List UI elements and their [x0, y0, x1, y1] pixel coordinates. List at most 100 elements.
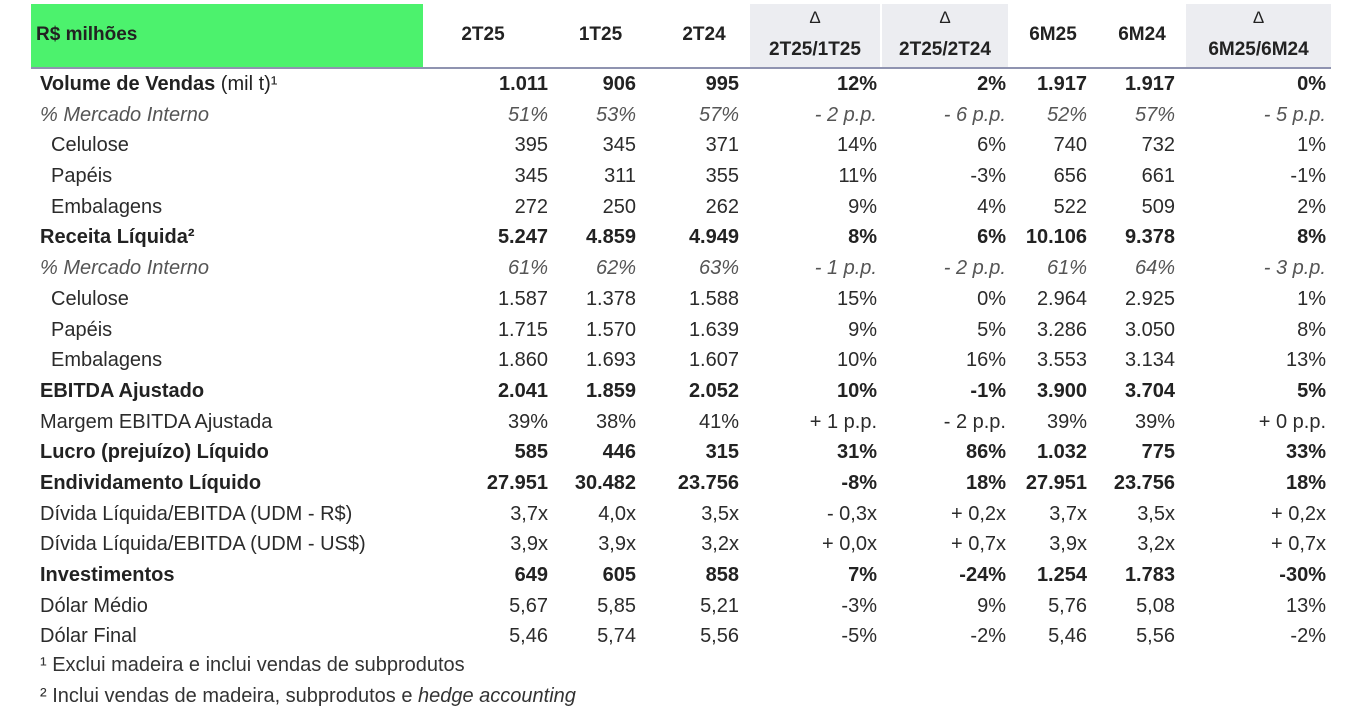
footnote-2-text: ² Inclui vendas de madeira, subprodutos …	[40, 685, 418, 707]
cell-2t25: 5.247	[497, 226, 548, 249]
cell-6m25: 39%	[1046, 410, 1087, 433]
cell-6m24: 9.378	[1124, 226, 1175, 249]
cell-6m25: 27.951	[1025, 471, 1087, 494]
cell-6m24: 5,56	[1136, 625, 1175, 648]
cell-6m25: 2.964	[1036, 287, 1087, 310]
cell-2t24: 3,5x	[701, 502, 739, 525]
row-label-text: Dólar Final	[40, 625, 137, 648]
cell-2t24: 371	[705, 134, 739, 157]
col-header-2t25-text: 2T25	[461, 24, 505, 45]
cell-delta-2t25-1t25: 31%	[836, 441, 877, 464]
row-label-text: Endividamento Líquido	[40, 471, 262, 494]
cell-6m24: 1.783	[1124, 564, 1175, 586]
cell-6m25: 10.106	[1025, 226, 1087, 249]
row-label-text: Embalagens	[51, 195, 163, 218]
cell-2t25: 61%	[507, 257, 548, 280]
cell-delta-2t25-2t24: 4%	[977, 195, 1006, 218]
cell-delta-6m25-6m24: - 3 p.p.	[1263, 257, 1326, 280]
table-row: Receita Líquida² 5.247 4.859 4.949 8% 6% 10.10…	[31, 222, 1331, 253]
cell-6m25: 5,46	[1048, 625, 1087, 648]
cell-2t25: 1.860	[497, 349, 548, 372]
table-row: Embalagens 1.860 1.693 1.607 10% 16% 3.553 3.13…	[31, 345, 1331, 376]
cell-6m25: 5,76	[1048, 594, 1087, 617]
cell-6m25: 3.286	[1036, 318, 1087, 341]
cell-6m24: 3.134	[1124, 349, 1175, 372]
cell-delta-2t25-2t24: 18%	[965, 471, 1006, 494]
cell-6m24: 3,5x	[1137, 502, 1175, 525]
cell-6m25: 522	[1053, 195, 1087, 218]
col-header-delta-q-text: 2T25/1T25	[769, 39, 861, 60]
delta-symbol: Δ	[1252, 8, 1265, 27]
table-body: Volume de Vendas (mil t)¹ 1.011 906 995 12% 2…	[31, 69, 1331, 652]
cell-1t25: 1.570	[585, 318, 636, 341]
cell-delta-6m25-6m24: - 5 p.p.	[1263, 103, 1326, 126]
cell-delta-2t25-2t24: 0%	[977, 287, 1006, 310]
row-label-text: Dívida Líquida/EBITDA (UDM - R$)	[40, 502, 353, 525]
table-row: % Mercado Interno 51% 53% 57% - 2 p.p. - 6 p.…	[31, 100, 1331, 131]
row-label-unit: (mil t)¹	[215, 73, 278, 95]
cell-1t25: 906	[602, 73, 636, 95]
row-label: Papéis	[51, 315, 112, 346]
cell-6m25: 656	[1053, 165, 1087, 188]
col-header-delta-6m-text: 6M25/6M24	[1208, 39, 1309, 60]
cell-6m25: 1.917	[1036, 73, 1087, 95]
cell-2t25: 649	[514, 564, 548, 586]
cell-6m25: 3,7x	[1049, 502, 1087, 525]
row-label: % Mercado Interno	[40, 253, 209, 284]
cell-delta-6m25-6m24: 13%	[1285, 594, 1326, 617]
table-row: Celulose 395 345 371 14% 6% 740 732 1%	[31, 130, 1331, 161]
header-divider	[31, 67, 1331, 69]
table-row: Endividamento Líquido 27.951 30.482 23.756 -…	[31, 468, 1331, 499]
footnote-1: ¹ Exclui madeira e inclui vendas de subp…	[40, 654, 465, 677]
table-row: Dólar Médio 5,67 5,85 5,21 -3% 9% 5,76 5,08 13%	[31, 591, 1331, 622]
cell-1t25: 605	[602, 564, 636, 586]
cell-delta-2t25-1t25: -5%	[841, 625, 877, 648]
cell-delta-6m25-6m24: + 0,2x	[1270, 502, 1326, 525]
cell-delta-6m25-6m24: 8%	[1297, 318, 1326, 341]
col-header-2t24-text: 2T24	[682, 24, 726, 45]
cell-delta-2t25-2t24: -24%	[959, 564, 1006, 586]
cell-2t24: 1.639	[688, 318, 739, 341]
header-label-cell: R$ milhões	[31, 4, 423, 68]
cell-2t24: 1.588	[688, 287, 739, 310]
cell-6m24: 23.756	[1113, 471, 1175, 494]
cell-delta-2t25-2t24: + 0,7x	[950, 533, 1006, 556]
cell-delta-6m25-6m24: 1%	[1297, 134, 1326, 157]
row-label: Margem EBITDA Ajustada	[40, 407, 272, 438]
col-header-2t24: 2T24	[658, 4, 750, 68]
col-header-delta-y: Δ 2T25/2T24	[882, 4, 1008, 68]
cell-2t25: 5,46	[509, 625, 548, 648]
cell-2t25: 27.951	[486, 471, 548, 494]
col-header-2t25: 2T25	[423, 4, 543, 68]
col-header-6m25-text: 6M25	[1029, 24, 1077, 45]
cell-2t24: 995	[705, 73, 739, 95]
cell-6m24: 775	[1141, 441, 1175, 464]
cell-6m24: 3.050	[1124, 318, 1175, 341]
table-row: Celulose 1.587 1.378 1.588 15% 0% 2.964 2.925 1%	[31, 284, 1331, 315]
col-header-6m25: 6M25	[1008, 4, 1098, 68]
cell-2t25: 395	[514, 134, 548, 157]
cell-2t24: 41%	[698, 410, 739, 433]
cell-delta-2t25-1t25: 10%	[836, 349, 877, 372]
table-row: % Mercado Interno 61% 62% 63% - 1 p.p. - 2 p.…	[31, 253, 1331, 284]
row-label: Papéis	[51, 161, 112, 192]
cell-2t25: 5,67	[509, 594, 548, 617]
cell-delta-2t25-1t25: 7%	[848, 564, 877, 586]
cell-delta-2t25-2t24: - 6 p.p.	[943, 103, 1006, 126]
row-label: Endividamento Líquido	[40, 468, 261, 499]
cell-2t25: 1.011	[499, 73, 548, 95]
cell-6m24: 64%	[1134, 257, 1175, 280]
cell-6m25: 52%	[1046, 103, 1087, 126]
row-label: Celulose	[51, 284, 129, 315]
cell-2t24: 23.756	[677, 471, 739, 494]
table-row: Lucro (prejuízo) Líquido 585 446 315 31% 86% 1…	[31, 437, 1331, 468]
cell-6m25: 1.254	[1036, 564, 1087, 586]
table-row: Margem EBITDA Ajustada 39% 38% 41% + 1 p.p. -…	[31, 407, 1331, 438]
row-label: Embalagens	[51, 345, 162, 376]
cell-1t25: 62%	[595, 257, 636, 280]
delta-symbol: Δ	[939, 8, 951, 27]
row-label: Receita Líquida²	[40, 222, 194, 253]
cell-delta-2t25-1t25: + 1 p.p.	[809, 410, 877, 433]
cell-delta-6m25-6m24: 33%	[1285, 441, 1326, 464]
row-label-text: EBITDA Ajustado	[40, 379, 205, 402]
